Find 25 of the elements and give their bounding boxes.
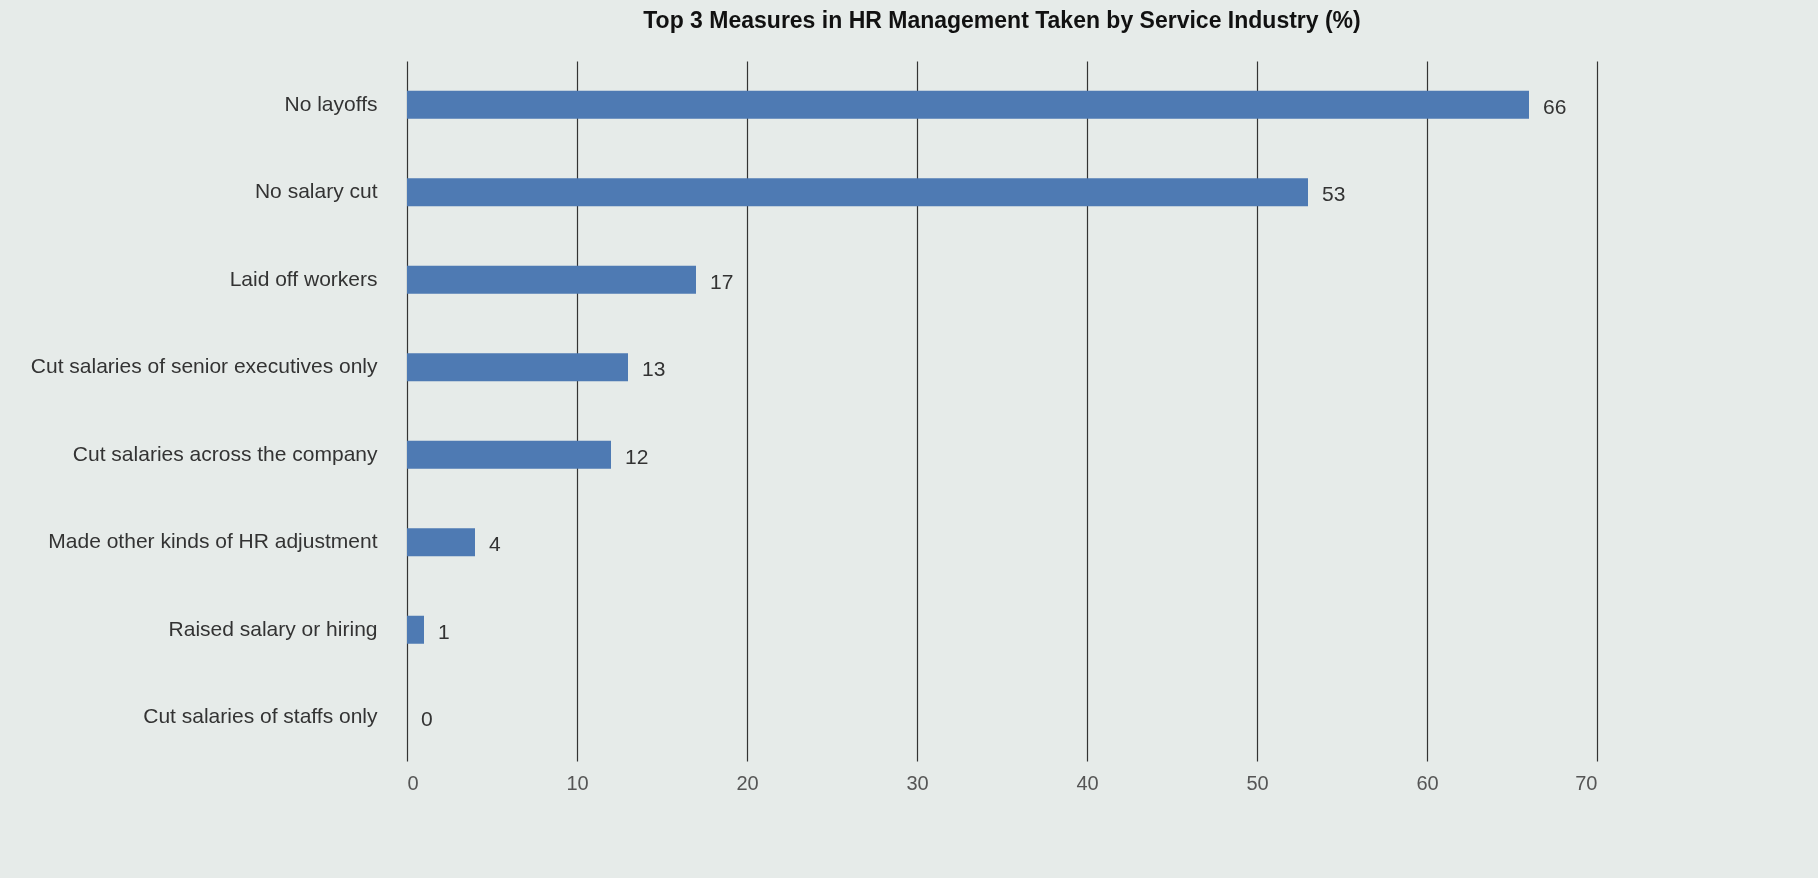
x-tick-label: 30 bbox=[906, 771, 929, 794]
y-tick-label: Laid off workers bbox=[229, 266, 378, 290]
data-label: 66 bbox=[1543, 94, 1567, 118]
x-tick-label: 0 bbox=[407, 771, 419, 794]
y-tick-label: Cut salaries of senior executives only bbox=[30, 354, 378, 378]
x-tick-label: 20 bbox=[736, 771, 759, 794]
y-tick-label: No layoffs bbox=[284, 91, 378, 115]
data-label: 1 bbox=[438, 619, 450, 643]
data-label: 13 bbox=[642, 357, 666, 381]
y-tick-label: Cut salaries of staffs only bbox=[143, 704, 378, 728]
y-tick-label: Raised salary or hiring bbox=[168, 616, 378, 640]
data-label: 17 bbox=[710, 269, 734, 293]
data-label: 0 bbox=[421, 707, 433, 731]
x-tick-label: 60 bbox=[1416, 771, 1439, 794]
data-label: 53 bbox=[1322, 182, 1346, 206]
x-tick-label: 40 bbox=[1076, 771, 1099, 794]
x-tick-label: 50 bbox=[1246, 771, 1269, 794]
chart-title: Top 3 Measures in HR Management Taken by Service Industry (%) bbox=[643, 7, 1361, 33]
y-tick-label: Made other kinds of HR adjustment bbox=[48, 529, 378, 553]
y-tick-label: No salary cut bbox=[254, 179, 378, 203]
x-tick-label: 70 bbox=[1575, 771, 1598, 794]
y-tick-label: Cut salaries across the company bbox=[72, 441, 378, 465]
x-tick-label: 10 bbox=[566, 771, 589, 794]
data-label: 12 bbox=[625, 444, 649, 468]
data-label: 4 bbox=[489, 532, 501, 556]
